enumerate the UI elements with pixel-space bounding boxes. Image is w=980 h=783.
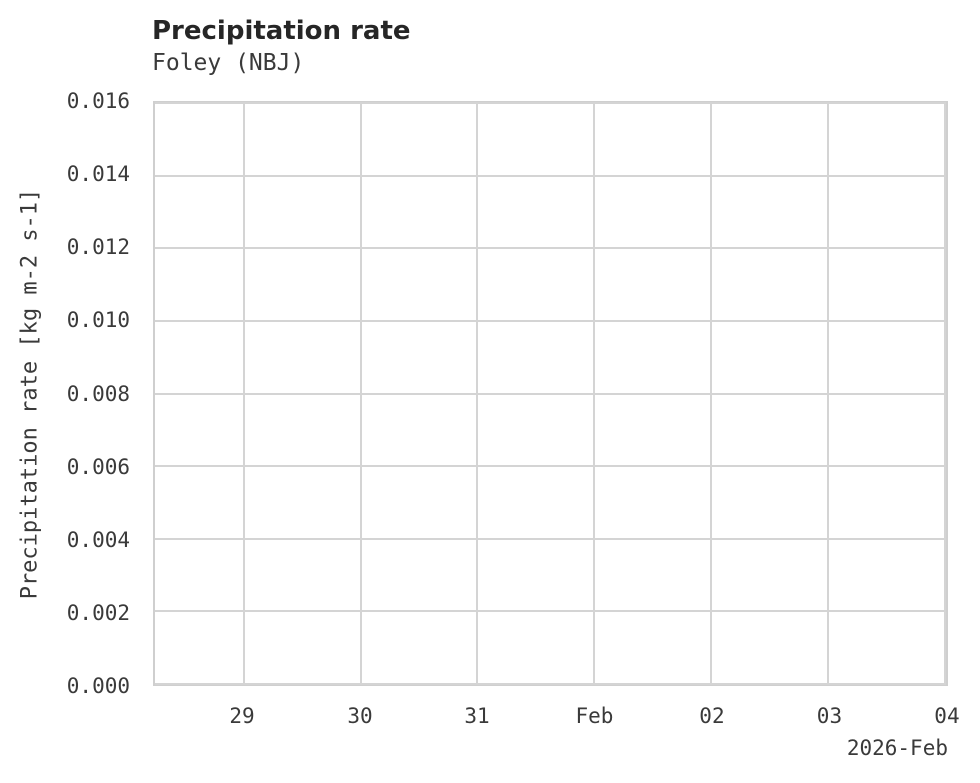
- h-gridline: [155, 610, 946, 613]
- h-gridline: [155, 174, 946, 177]
- y-tick-label: 0.016: [66, 89, 130, 113]
- h-gridline: [155, 537, 946, 540]
- y-tick-label: 0.006: [66, 454, 130, 479]
- x-tick-label: 02: [699, 704, 725, 728]
- x-axis-offset-label: 2026-Feb: [846, 736, 948, 760]
- y-tick-label: 0.014: [66, 162, 130, 187]
- x-tick-label: 29: [229, 704, 255, 728]
- h-gridline: [155, 319, 946, 322]
- h-gridline: [155, 683, 946, 685]
- y-tick-label: 0.008: [66, 381, 130, 406]
- x-tick-label: 31: [464, 704, 490, 728]
- chart-title: Precipitation rate: [152, 16, 411, 46]
- y-tick-label: 0.004: [66, 527, 130, 552]
- y-tick-label: 0.000: [66, 674, 130, 698]
- y-tick-label: 0.012: [66, 235, 130, 260]
- x-tick-label: 03: [816, 704, 843, 728]
- y-tick-label: 0.010: [66, 308, 130, 333]
- y-tick-label: 0.002: [66, 600, 130, 625]
- h-gridline: [155, 102, 946, 104]
- h-gridline: [155, 392, 946, 395]
- chart-subtitle: Foley (NBJ): [152, 50, 305, 76]
- x-tick-label: Feb: [575, 704, 614, 728]
- h-gridline: [155, 465, 946, 468]
- plot-area: [153, 101, 948, 686]
- h-gridline: [155, 247, 946, 250]
- x-tick-label: 30: [347, 704, 373, 728]
- x-tick-label: 04: [934, 704, 960, 728]
